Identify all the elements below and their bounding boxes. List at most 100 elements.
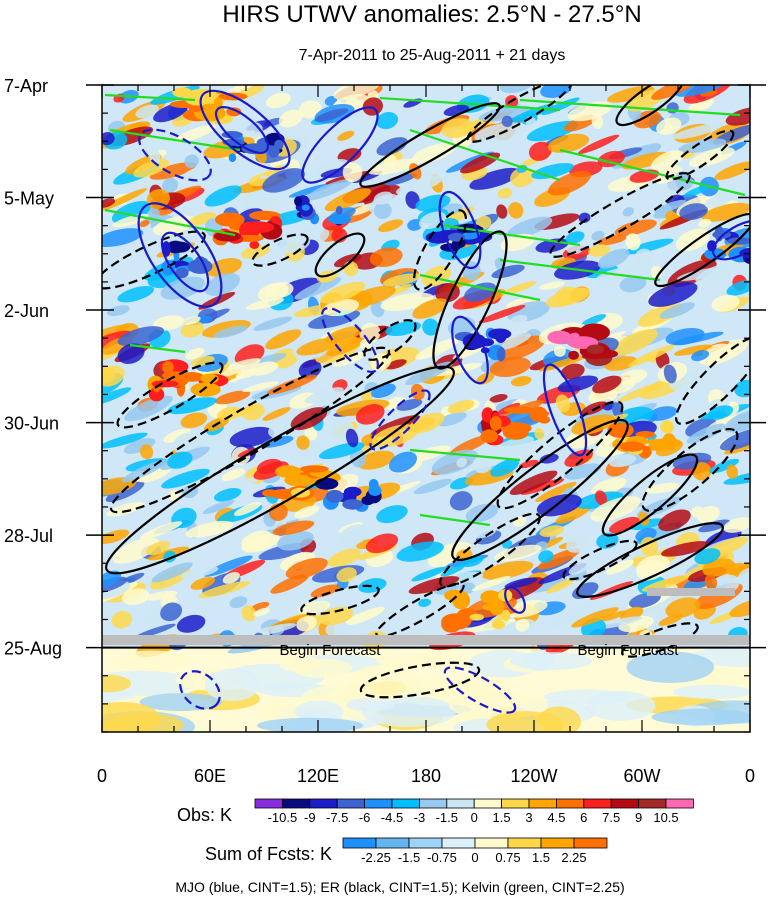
colorbar-swatch (573, 837, 608, 849)
obs-anomaly-cell (432, 362, 483, 377)
obs-anomaly-cell (692, 462, 712, 481)
er-contour (615, 85, 685, 127)
obs-anomaly-cell (541, 97, 580, 116)
obs-anomaly-cell (412, 298, 449, 319)
er-contour (576, 522, 724, 598)
obs-anomaly-cell (678, 138, 727, 153)
obs-anomaly-cell (648, 282, 698, 307)
obs-anomaly-cell (580, 314, 607, 327)
obs-anomaly-cell (175, 267, 189, 279)
er-contour (562, 539, 638, 581)
er-contour (251, 233, 309, 267)
er-contour (466, 85, 574, 143)
obs-anomaly-cell (112, 537, 160, 564)
colorbar-swatch (583, 798, 612, 809)
obs-anomaly-cell (725, 107, 750, 126)
obs-anomaly-cell (180, 412, 208, 429)
obs-anomaly-cell (481, 407, 494, 423)
obs-anomaly-cell (547, 330, 572, 344)
obs-anomaly-cell (739, 248, 750, 259)
obs-anomaly-cell (242, 190, 277, 209)
obs-anomaly-cell (688, 97, 715, 113)
obs-anomaly-cell (665, 597, 701, 619)
obs-anomaly-cell (265, 92, 291, 109)
obs-anomaly-cell (213, 488, 242, 502)
obs-anomaly-cell (151, 562, 193, 583)
obs-anomaly-cell (499, 85, 533, 94)
obs-anomaly-cell (117, 343, 145, 364)
obs-anomaly-cell (472, 455, 492, 474)
obs-anomaly-cell (535, 481, 577, 503)
chart-title: HIRS UTWV anomalies: 2.5°N - 27.5°N (222, 1, 641, 28)
colorbar-swatch (364, 798, 393, 809)
obs-anomaly-cell (228, 153, 237, 163)
obs-anomaly-cell (249, 240, 260, 249)
obs-anomaly-cell (470, 525, 497, 539)
colorbar-swatch (342, 837, 377, 849)
obs-anomaly-cell (691, 350, 710, 362)
er-contour (601, 453, 699, 537)
fcst-anomaly-cell (486, 711, 564, 732)
obs-anomaly-cell (229, 426, 275, 448)
obs-anomaly-cell (701, 202, 750, 222)
obs-anomaly-cell (210, 358, 261, 379)
colorbar-level-label: 1.5 (532, 850, 550, 865)
obs-anomaly-cell (646, 443, 673, 451)
obs-anomaly-cell (161, 371, 191, 380)
obs-anomaly-cell (361, 495, 375, 506)
fcst-anomaly-cell (651, 708, 750, 726)
colorbar-level-label: -7.5 (326, 810, 348, 825)
obs-anomaly-cell (452, 591, 471, 610)
y-tick-label: 7-Apr (4, 76, 48, 96)
obs-anomaly-cell (262, 165, 285, 177)
obs-anomaly-cell (345, 285, 396, 308)
obs-anomaly-cell (723, 517, 750, 533)
obs-anomaly-cell (489, 394, 508, 403)
obs-anomaly-cell (705, 528, 742, 548)
er-contour (116, 361, 224, 429)
obs-anomaly-cell (568, 350, 579, 360)
obs-anomaly-cell (588, 244, 611, 257)
obs-anomaly-cell (619, 441, 645, 452)
colorbar-swatch (473, 798, 503, 809)
obs-anomaly-cell (547, 133, 590, 153)
obs-anomaly-cell (324, 95, 338, 106)
mjo-contour (443, 666, 517, 714)
obs-anomaly-cell (314, 108, 349, 122)
obs-anomaly-cell (636, 560, 666, 581)
obs-anomaly-cell (413, 478, 453, 495)
obs-anomaly-cell (333, 85, 382, 100)
colorbar-level-label: 9 (635, 810, 642, 825)
obs-anomaly-cell (322, 299, 360, 317)
obs-anomaly-cell (242, 381, 279, 393)
obs-anomaly-cell (233, 501, 262, 516)
mjo-contour (301, 106, 379, 184)
obs-anomaly-cell (713, 124, 750, 145)
obs-anomaly-cell (686, 423, 726, 444)
obs-anomaly-cell (278, 109, 303, 128)
obs-anomaly-cell (298, 359, 322, 379)
obs-anomaly-cell (410, 383, 425, 401)
obs-anomaly-cell (568, 561, 593, 575)
obs-anomaly-cell (570, 332, 580, 339)
obs-anomaly-cell (133, 158, 170, 178)
obs-anomaly-cell (509, 470, 558, 495)
obs-anomaly-cell (671, 123, 723, 140)
obs-anomaly-cell (651, 85, 698, 100)
er-contour (300, 584, 380, 616)
colorbar-level-label: -2.25 (361, 850, 391, 865)
obs-anomaly-cell (376, 505, 408, 524)
obs-anomaly-cell (490, 458, 520, 477)
colorbar-swatch (507, 837, 542, 849)
obs-anomaly-cell (160, 602, 183, 622)
obs-anomaly-cell (162, 177, 179, 193)
mjo-contour (179, 670, 221, 710)
obs-anomaly-cell (388, 451, 418, 473)
obs-anomaly-cell (262, 407, 291, 421)
obs-anomaly-cell (139, 220, 150, 228)
obs-anomaly-cell (296, 435, 310, 450)
colorbar-level-label: -3 (414, 810, 426, 825)
colorbar-swatch (665, 798, 694, 809)
obs-anomaly-cell (277, 234, 311, 254)
obs-anomaly-cell (140, 444, 154, 460)
